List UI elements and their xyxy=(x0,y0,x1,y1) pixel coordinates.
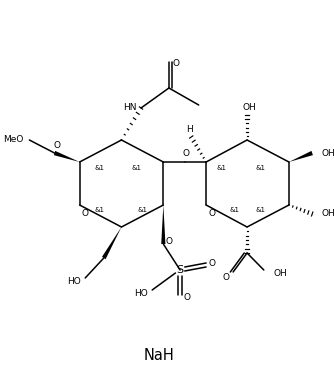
Text: &1: &1 xyxy=(255,207,265,213)
Text: H: H xyxy=(186,125,193,135)
Text: O: O xyxy=(208,209,215,217)
Text: HO: HO xyxy=(67,277,80,287)
Polygon shape xyxy=(54,151,79,162)
Text: O: O xyxy=(165,237,172,245)
Text: S: S xyxy=(177,265,184,275)
Text: &1: &1 xyxy=(131,165,141,171)
Text: OH: OH xyxy=(242,102,256,112)
Polygon shape xyxy=(289,151,313,162)
Text: O: O xyxy=(54,141,61,150)
Text: &1: &1 xyxy=(94,207,104,213)
Text: O: O xyxy=(82,209,89,217)
Text: &1: &1 xyxy=(216,165,226,171)
Text: O: O xyxy=(208,260,215,268)
Text: &1: &1 xyxy=(229,207,239,213)
Polygon shape xyxy=(161,205,165,244)
Text: O: O xyxy=(222,274,229,282)
Text: OH: OH xyxy=(273,268,287,277)
Polygon shape xyxy=(102,227,122,259)
Text: NaH: NaH xyxy=(143,347,174,363)
Text: HN: HN xyxy=(123,102,136,112)
Text: MeO: MeO xyxy=(3,135,24,144)
Text: &1: &1 xyxy=(94,165,104,171)
Text: OH: OH xyxy=(322,149,334,158)
Text: O: O xyxy=(182,150,189,158)
Text: OH: OH xyxy=(322,209,334,218)
Text: HO: HO xyxy=(134,288,148,297)
Text: O: O xyxy=(173,59,180,68)
Text: &1: &1 xyxy=(255,165,265,171)
Text: &1: &1 xyxy=(138,207,148,213)
Text: O: O xyxy=(183,293,190,302)
